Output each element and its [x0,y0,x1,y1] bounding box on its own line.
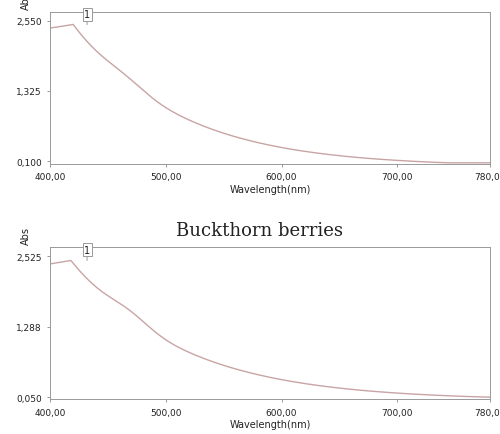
Text: 1: 1 [84,10,90,26]
X-axis label: Wavelength(nm): Wavelength(nm) [230,419,310,429]
Text: 1: 1 [84,245,90,261]
Text: Buckthorn berries: Buckthorn berries [176,222,342,240]
X-axis label: Wavelength(nm): Wavelength(nm) [230,184,310,194]
Text: Abs: Abs [21,227,31,245]
Text: Abs: Abs [21,0,31,10]
